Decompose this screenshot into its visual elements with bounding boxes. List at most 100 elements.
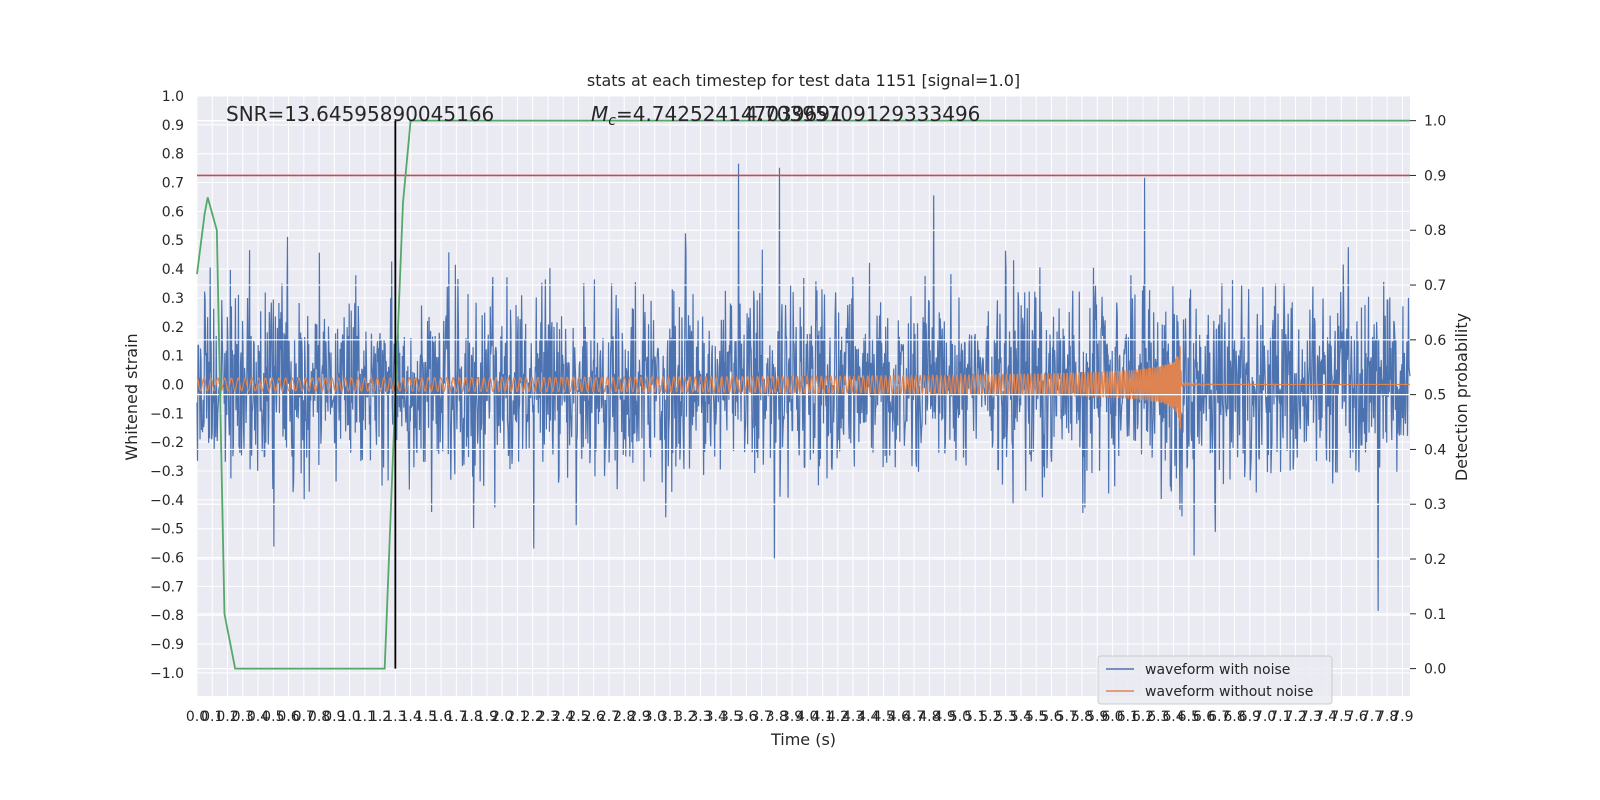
x-tick-label: 6.5 [1178, 709, 1200, 725]
left-y-axis-ticks: 1.0 0.9 0.8 0.7 0.6 0.5 0.4 0.3 0.2 0.1 0.0 −0.1 −0.… [150, 89, 184, 682]
y-right-tick-label: 0.2 [1424, 552, 1446, 568]
chirp-mass-subscript: c [608, 113, 616, 129]
x-tick-label: 2.2 [522, 709, 544, 725]
x-tick-label: 1.1 [354, 709, 376, 725]
x-tick-label: 1.0 [338, 709, 360, 725]
y-left-tick-label: 0.0 [162, 377, 184, 393]
x-tick-label: 5.3 [995, 709, 1017, 725]
chart-title: stats at each timestep for test data 115… [587, 71, 1020, 90]
x-tick-label: 3.7 [750, 709, 772, 725]
legend-box [1097, 655, 1333, 705]
x-tick-label: 3.4 [705, 709, 727, 725]
y-right-tick-label: 0.4 [1424, 442, 1446, 458]
x-tick-label: 0.1 [201, 709, 223, 725]
x-tick-label: 4.4 [857, 709, 879, 725]
y-left-tick-label: 0.9 [162, 118, 184, 134]
y-left-tick-label: 0.1 [162, 349, 184, 365]
x-tick-label: 1.6 [430, 709, 452, 725]
x-tick-label: 1.4 [399, 709, 421, 725]
y-right-tick-label: 0.6 [1424, 333, 1446, 349]
x-tick-label: 6.3 [1147, 709, 1169, 725]
y-left-tick-label: −0.6 [150, 551, 184, 567]
x-tick-label: 2.7 [598, 709, 620, 725]
right-y-axis-ticks: 1.0 0.9 0.8 0.7 0.6 0.5 0.4 0.3 0.2 0.1 0.0 [1410, 114, 1446, 678]
x-tick-label: 0.5 [262, 709, 284, 725]
y-right-tick-label: 0.0 [1424, 662, 1446, 678]
x-tick-label: 3.5 [720, 709, 742, 725]
y-left-tick-label: −0.5 [150, 522, 184, 538]
x-tick-label: 5.4 [1010, 709, 1032, 725]
y-left-tick-label: −0.2 [150, 435, 184, 451]
x-tick-label: 7.6 [1345, 709, 1367, 725]
x-tick-label: 0.4 [247, 709, 269, 725]
x-tick-label: 5.7 [1056, 709, 1078, 725]
x-tick-label: 7.5 [1330, 709, 1352, 725]
x-tick-label: 4.7 [903, 709, 925, 725]
x-tick-label: 2.1 [506, 709, 528, 725]
y-left-tick-label: 1.0 [162, 89, 184, 105]
x-tick-label: 1.9 [476, 709, 498, 725]
chirp-mass-value: =4.742524147039691 [616, 102, 843, 126]
x-tick-label: 1.5 [415, 709, 437, 725]
x-tick-label: 6.9 [1239, 709, 1261, 725]
x-tick-label: 3.8 [766, 709, 788, 725]
x-tick-label: 4.1 [811, 709, 833, 725]
y-left-tick-label: 0.4 [162, 262, 184, 278]
y-left-tick-label: 0.5 [162, 233, 184, 249]
x-tick-label: 4.9 [934, 709, 956, 725]
x-tick-label: 1.8 [461, 709, 483, 725]
x-tick-label: 4.5 [872, 709, 894, 725]
x-tick-label: 0.6 [277, 709, 299, 725]
y-left-tick-label: 0.7 [162, 176, 184, 192]
x-tick-label: 3.9 [781, 709, 803, 725]
x-tick-label: 5.6 [1040, 709, 1062, 725]
y-right-tick-label: 1.0 [1424, 114, 1446, 130]
x-tick-label: 2.4 [552, 709, 574, 725]
y-left-tick-label: 0.3 [162, 291, 184, 307]
x-tick-label: 6.6 [1193, 709, 1215, 725]
x-tick-label: 0.8 [308, 709, 330, 725]
x-tick-label: 3.3 [689, 709, 711, 725]
y-right-tick-label: 0.9 [1424, 168, 1446, 184]
x-tick-label: 3.6 [735, 709, 757, 725]
overlay-series [196, 119, 1410, 670]
detection-probability-line [196, 119, 1410, 670]
x-tick-label: 6.1 [1117, 709, 1139, 725]
x-tick-label: 7.8 [1376, 709, 1398, 725]
x-tick-label: 5.8 [1071, 709, 1093, 725]
x-tick-label: 6.8 [1223, 709, 1245, 725]
chirp-mass-annotation: Mc=4.742524147039691 [591, 102, 843, 129]
y-left-tick-label: −0.8 [150, 608, 184, 624]
x-tick-label: 2.6 [583, 709, 605, 725]
x-tick-label: 7.3 [1300, 709, 1322, 725]
legend: waveform with noise waveform without noi… [1097, 655, 1333, 705]
chirp-mass-overlap-annotation: 4.70395709129333496 [745, 102, 980, 126]
x-tick-label: 7.1 [1269, 709, 1291, 725]
x-tick-label: 0.0 [186, 709, 208, 725]
y-right-tick-label: 0.7 [1424, 278, 1446, 294]
legend-label-noise: waveform with noise [1145, 662, 1290, 678]
x-tick-label: 4.2 [827, 709, 849, 725]
x-tick-label: 3.1 [659, 709, 681, 725]
x-tick-label: 5.5 [1025, 709, 1047, 725]
y-left-tick-label: −0.1 [150, 406, 184, 422]
noise-waveform-line [196, 163, 1411, 611]
x-tick-label: 7.0 [1254, 709, 1276, 725]
left-y-axis-label: Whitened strain [122, 333, 141, 460]
x-tick-label: 5.0 [949, 709, 971, 725]
y-left-tick-label: −0.7 [150, 579, 184, 595]
y-left-tick-label: 0.2 [162, 320, 184, 336]
y-left-tick-label: 0.6 [162, 204, 184, 220]
x-tick-label: 6.7 [1208, 709, 1230, 725]
x-tick-label: 7.7 [1361, 709, 1383, 725]
y-left-tick-label: 0.8 [162, 147, 184, 163]
x-tick-label: 2.9 [628, 709, 650, 725]
x-axis-label: Time (s) [770, 730, 836, 749]
x-tick-label: 6.4 [1162, 709, 1184, 725]
x-tick-label: 3.0 [644, 709, 666, 725]
x-tick-label: 6.0 [1101, 709, 1123, 725]
y-left-tick-label: −0.3 [150, 464, 184, 480]
y-left-tick-label: −1.0 [150, 666, 184, 682]
y-left-tick-label: −0.9 [150, 637, 184, 653]
